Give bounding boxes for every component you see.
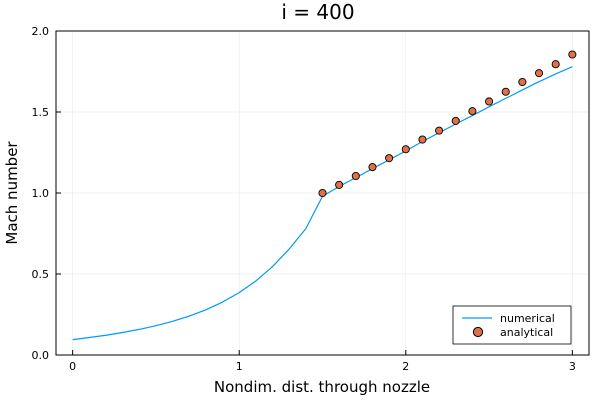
legend-box xyxy=(452,305,572,345)
data-point-analytical xyxy=(534,69,544,78)
y-tick-label: 1.5 xyxy=(32,106,50,119)
y-tick-label: 2.0 xyxy=(32,25,50,38)
series-line-numerical xyxy=(72,66,573,341)
series-layer xyxy=(72,50,577,341)
data-point-analytical xyxy=(435,126,444,135)
legend-analytical-swatch xyxy=(472,326,484,338)
data-point-analytical xyxy=(568,50,577,59)
data-point-analytical xyxy=(551,60,560,69)
legend: numerical analytical xyxy=(452,305,572,345)
data-point-analytical xyxy=(351,171,360,181)
y-tick-label: 0.5 xyxy=(32,268,50,281)
data-point-analytical xyxy=(485,97,494,106)
x-axis-label: Nondim. dist. through nozzle xyxy=(214,378,430,396)
data-point-analytical xyxy=(368,163,377,172)
data-point-analytical xyxy=(401,145,410,154)
legend-numerical-label: numerical xyxy=(500,312,555,325)
chart-title: i = 400 xyxy=(281,0,354,24)
data-point-analytical xyxy=(501,87,510,96)
x-tick-label: 0 xyxy=(69,360,76,373)
x-tick-label: 1 xyxy=(236,360,243,373)
data-point-analytical xyxy=(418,135,427,144)
x-tick-label: 3 xyxy=(569,360,576,373)
data-point-analytical xyxy=(385,154,394,163)
y-tick-label: 1.0 xyxy=(32,187,50,200)
data-point-analytical xyxy=(318,188,327,198)
data-point-analytical xyxy=(451,116,460,125)
x-axis-ticks: 0 1 2 3 xyxy=(69,350,576,373)
data-point-analytical xyxy=(335,180,344,189)
legend-analytical-label: analytical xyxy=(500,326,553,339)
x-tick-label: 2 xyxy=(402,360,409,373)
y-axis-ticks: 0.0 0.5 1.0 1.5 2.0 xyxy=(32,25,61,362)
y-tick-label: 0.0 xyxy=(32,349,50,362)
y-axis-label: Mach number xyxy=(3,141,21,245)
data-point-analytical xyxy=(468,107,477,116)
data-point-analytical xyxy=(518,77,527,87)
